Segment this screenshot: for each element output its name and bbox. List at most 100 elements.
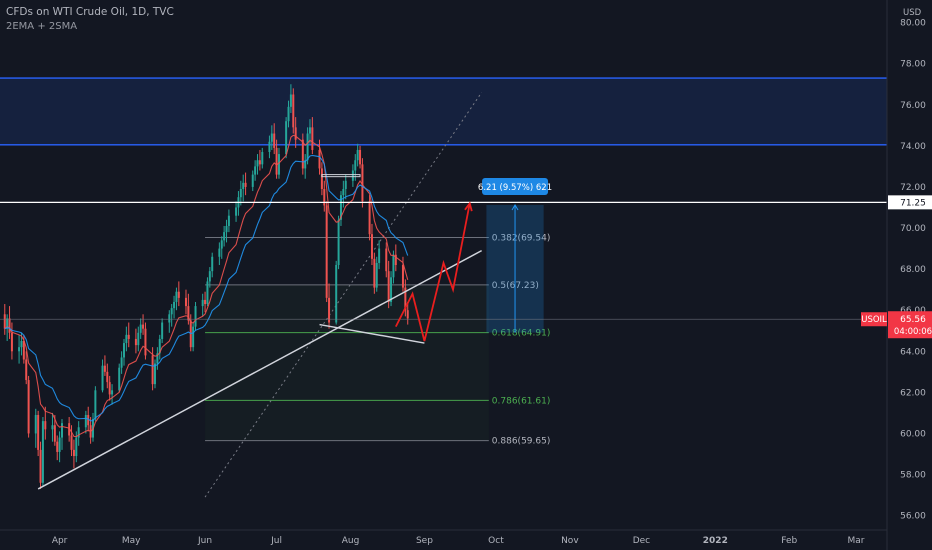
drawings[interactable] [0,174,887,490]
candle-body [87,414,90,426]
indicator-legend[interactable]: 2EMA + 2SMA [6,21,78,32]
time-tick-label: Apr [52,536,68,546]
candle-body [77,427,80,438]
candle-body [318,149,321,169]
fib-band [205,284,489,333]
measure-label-bg [482,178,549,196]
candle-body [344,180,347,189]
candle-body [304,160,307,169]
candle-body [287,106,290,122]
candle-body [137,332,140,346]
candle-body [335,265,338,323]
candle-body [254,166,257,175]
candle-body [156,353,159,364]
time-tick-label: Nov [561,536,579,546]
candle-body [192,326,195,348]
descending-line[interactable] [319,323,425,344]
candle-body [406,310,409,319]
candle-body [58,437,61,452]
current-price-label: 65.56 [900,315,926,325]
candle-body [120,357,123,368]
candle-body [206,281,209,305]
candle-body [211,256,214,272]
price-tick-label: 62.00 [900,388,926,398]
candle-body [404,287,407,311]
candle-body [268,141,271,153]
candle-body [173,301,176,309]
candle-body [289,94,292,107]
price-tick-label: 72.00 [900,183,926,193]
candle-body [134,338,137,346]
candle-body [370,234,373,259]
candle-body [68,423,71,436]
projection-path[interactable] [395,201,473,342]
measure-arrowhead [511,204,519,211]
supply-zone[interactable] [0,77,887,146]
candle-body [294,127,297,140]
candle-body [8,318,11,333]
candle-body [118,367,121,391]
candle-body [25,359,28,381]
diagonal-guide-line[interactable] [204,92,483,498]
supply-zone-fill [0,78,887,145]
resistance-price-tag [888,195,932,210]
candle-body [225,225,228,233]
candle-body [308,127,311,134]
candle-body [387,271,390,302]
moving-average-line [4,154,409,422]
candle-body [356,149,359,161]
candle-body [125,334,128,344]
candle-body [301,139,304,169]
price-tick-label: 70.00 [900,224,926,234]
candle-body [51,425,54,430]
current-price-tag [888,311,932,339]
candle-body [285,121,288,155]
candle-body [34,414,37,434]
candle-body [311,127,314,150]
fib-band [205,332,489,441]
time-tick-label: 2022 [703,536,728,546]
candle-body [277,154,280,175]
diagonal-guide[interactable] [204,92,483,498]
projection-arrowhead [464,201,473,212]
ascending-trendline[interactable] [37,249,483,490]
candle-body [218,248,221,257]
fib-level-label: 0.382(69.54) [492,233,551,243]
price-tick-label: 66.00 [900,306,926,316]
candle-body [235,207,238,216]
candle-body [158,338,161,354]
moving-averages [4,134,409,438]
resistance-price-label: 71.25 [900,198,926,208]
time-tick-label: Jun [197,536,212,546]
projection-line[interactable] [395,203,471,342]
candle-body [111,390,114,395]
candle-body [251,174,254,187]
price-tick-label: 56.00 [900,512,926,522]
candle-body [106,371,109,383]
symbol-label: USOIL [861,315,887,325]
price-tick-label: 58.00 [900,471,926,481]
candle-body [175,291,178,302]
candle-body [60,423,63,438]
price-tick-label: 76.00 [900,101,926,111]
price-tick-label: 74.00 [900,142,926,152]
candle-body [70,435,73,450]
candle-body [204,299,207,305]
candle-body [161,322,164,339]
time-tick-label: Oct [488,536,504,546]
candle-body [401,265,404,288]
candle-body [108,382,111,395]
candle-body [242,182,245,189]
candle-body [368,201,371,235]
price-range-measure[interactable]: 6.21 (9.57%) 621 [478,178,552,333]
candle-body [53,425,56,442]
candle-body [151,355,154,385]
candle-body [306,133,309,161]
candle-body [361,164,364,202]
consolidation-box[interactable] [321,174,361,178]
candle-body [177,291,180,298]
bar-countdown: 04:00:06 [894,327,932,337]
candlestick-series [3,84,409,489]
candle-body [3,314,6,329]
